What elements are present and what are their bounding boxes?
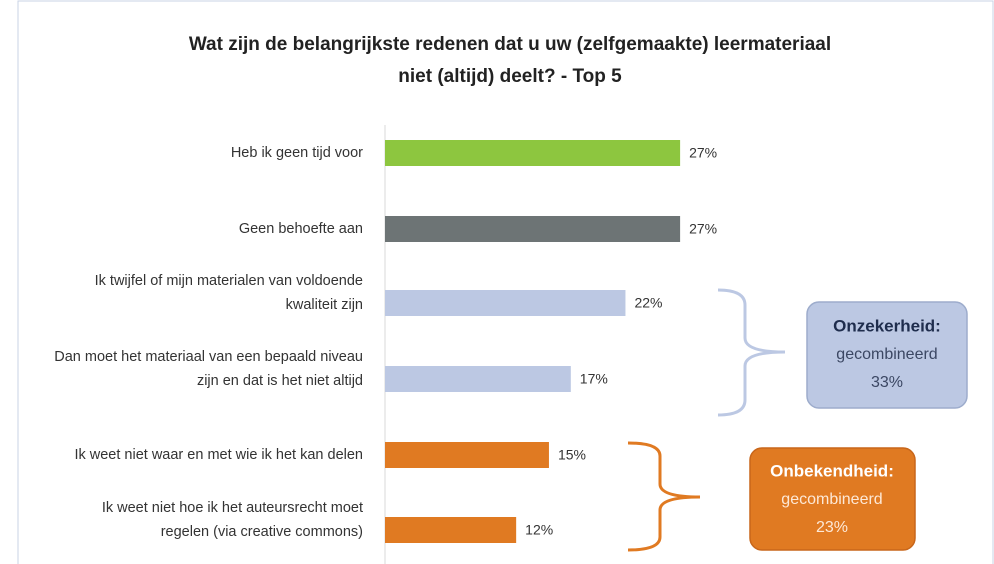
bar	[385, 140, 681, 166]
category-label: Ik weet niet waar en met wie ik het kan …	[74, 447, 363, 463]
value-label: 27%	[689, 221, 717, 237]
bar	[385, 442, 549, 468]
bar	[385, 290, 626, 316]
frame	[17, 0, 994, 564]
value-label: 15%	[558, 447, 586, 463]
annotation-text: 23%	[816, 519, 848, 536]
value-label: 17%	[580, 371, 608, 387]
annotation-text: 33%	[871, 374, 903, 391]
annotation-text: Onzekerheid:	[833, 316, 941, 335]
category-label: regelen (via creative commons)	[161, 524, 363, 540]
category-label: Dan moet het materiaal van een bepaald n…	[54, 349, 363, 365]
chart-title: Wat zijn de belangrijkste redenen dat u …	[189, 34, 831, 55]
bracket	[627, 441, 701, 552]
annotation-text: Onbekendheid:	[770, 461, 894, 480]
value-label: 27%	[689, 145, 717, 161]
bar	[385, 517, 517, 543]
category-label: zijn en dat is het niet altijd	[197, 373, 363, 389]
annotation-box	[806, 301, 968, 409]
category-label: Heb ik geen tijd voor	[231, 145, 363, 161]
annotation-text: gecombineerd	[836, 346, 937, 363]
category-label: Ik weet niet hoe ik het auteursrecht moe…	[102, 500, 363, 516]
category-label: kwaliteit zijn	[286, 297, 363, 313]
chart-title: niet (altijd) deelt? - Top 5	[398, 66, 622, 87]
annotation-text: gecombineerd	[781, 491, 882, 508]
bracket	[717, 288, 786, 417]
annotation-box	[749, 447, 916, 551]
value-label: 12%	[525, 522, 553, 538]
bar	[385, 366, 571, 392]
category-label: Ik twijfel of mijn materialen van voldoe…	[95, 273, 363, 289]
category-label: Geen behoefte aan	[239, 221, 363, 237]
bar	[385, 216, 681, 242]
value-label: 22%	[634, 295, 662, 311]
